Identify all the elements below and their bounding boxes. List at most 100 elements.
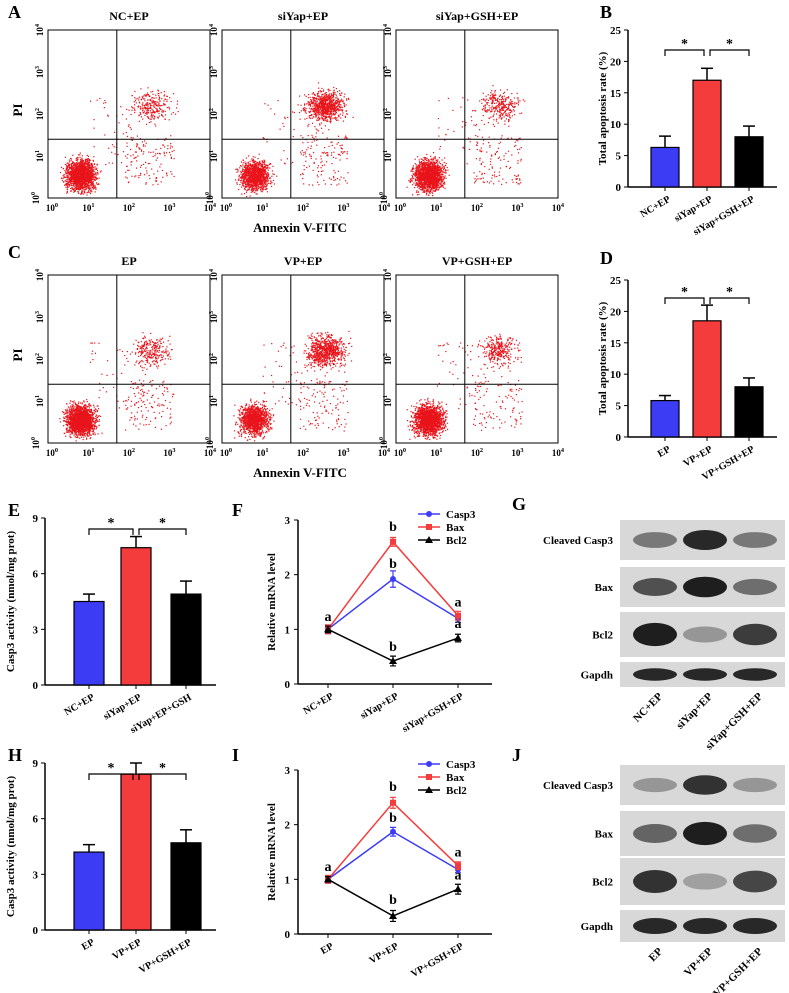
event-dot (331, 101, 334, 103)
event-dot (74, 177, 77, 179)
event-dot (284, 163, 286, 165)
event-dot (261, 188, 263, 190)
event-dot (76, 185, 78, 187)
event-dot (249, 195, 251, 197)
event-dot (260, 177, 262, 179)
event-dot (327, 99, 329, 101)
event-dot (336, 109, 338, 111)
event-dot (248, 178, 250, 180)
event-dot (326, 152, 328, 154)
event-dot (440, 167, 442, 169)
event-dot (158, 99, 160, 101)
event-dot (326, 104, 328, 106)
event-dot (321, 103, 323, 105)
event-dot (92, 182, 94, 184)
event-dot (137, 106, 139, 108)
event-dot (325, 96, 327, 99)
event-dot (135, 175, 137, 177)
event-dot (130, 113, 132, 116)
event-dot (442, 175, 444, 177)
event-dot (494, 93, 496, 95)
event-dot (475, 110, 477, 112)
event-dot (157, 170, 159, 172)
tick-exponent: 0 (55, 202, 58, 209)
event-dot (328, 102, 330, 104)
event-dot (77, 191, 79, 193)
event-dot (322, 113, 324, 115)
event-dot (68, 173, 70, 175)
event-dot (325, 109, 327, 112)
event-dot (134, 151, 136, 153)
event-dot (248, 163, 250, 165)
event-dot (253, 161, 255, 164)
event-dot (315, 101, 317, 103)
event-dot (170, 157, 172, 159)
event-dot (144, 106, 147, 108)
event-dot (252, 175, 255, 177)
event-dot (316, 101, 318, 103)
event-dot (141, 103, 143, 105)
event-dot (502, 113, 504, 115)
event-dot (136, 145, 138, 147)
event-dot (311, 134, 313, 136)
event-dot (95, 168, 97, 170)
event-dot (85, 170, 87, 172)
event-dot (156, 110, 158, 112)
event-dot (90, 168, 92, 170)
event-dot (169, 147, 171, 149)
event-dot (166, 106, 168, 109)
event-dot (79, 156, 81, 158)
event-dot (327, 95, 329, 97)
event-dot (64, 170, 66, 172)
event-dot (314, 97, 316, 100)
event-dot (262, 172, 264, 174)
event-dot (73, 189, 76, 191)
event-dot (331, 97, 333, 99)
event-dot (500, 104, 502, 106)
event-dot (315, 136, 317, 138)
event-dot (259, 180, 261, 182)
event-dot (329, 99, 331, 101)
event-dot (321, 117, 324, 119)
event-dot (241, 186, 243, 188)
event-dot (73, 171, 75, 173)
event-dot (416, 190, 418, 192)
event-dot (516, 92, 518, 94)
event-dot (342, 100, 344, 102)
event-dot (92, 174, 95, 176)
event-dot (153, 105, 155, 107)
event-dot (319, 112, 321, 114)
event-dot (65, 179, 67, 181)
x-tick-label: 104 (204, 202, 217, 213)
event-dot (239, 165, 242, 167)
event-dot (339, 145, 341, 147)
event-dot (324, 109, 327, 111)
event-dot (88, 164, 90, 167)
event-dot (162, 116, 164, 118)
event-dot (263, 171, 266, 173)
event-dot (158, 96, 160, 98)
event-dot (169, 151, 171, 154)
event-dot (328, 100, 330, 102)
event-dot (322, 170, 324, 172)
panel-label-a: A (8, 2, 21, 22)
event-dot (268, 163, 271, 165)
event-dot (154, 101, 156, 103)
event-dot (131, 106, 133, 108)
event-dot (163, 153, 165, 155)
event-dot (88, 185, 90, 187)
event-dot (325, 101, 327, 104)
event-dot (330, 117, 332, 119)
event-dot (158, 104, 160, 106)
event-dot (240, 161, 243, 163)
event-dot (244, 172, 246, 174)
y-tick-label: 102 (34, 108, 45, 120)
event-dot (130, 148, 132, 151)
event-dot (254, 182, 256, 184)
event-dot (68, 176, 70, 178)
event-dot (325, 152, 327, 154)
event-dot (257, 171, 259, 173)
event-dot (68, 165, 70, 167)
event-dot (134, 176, 136, 178)
event-dot (89, 171, 91, 174)
